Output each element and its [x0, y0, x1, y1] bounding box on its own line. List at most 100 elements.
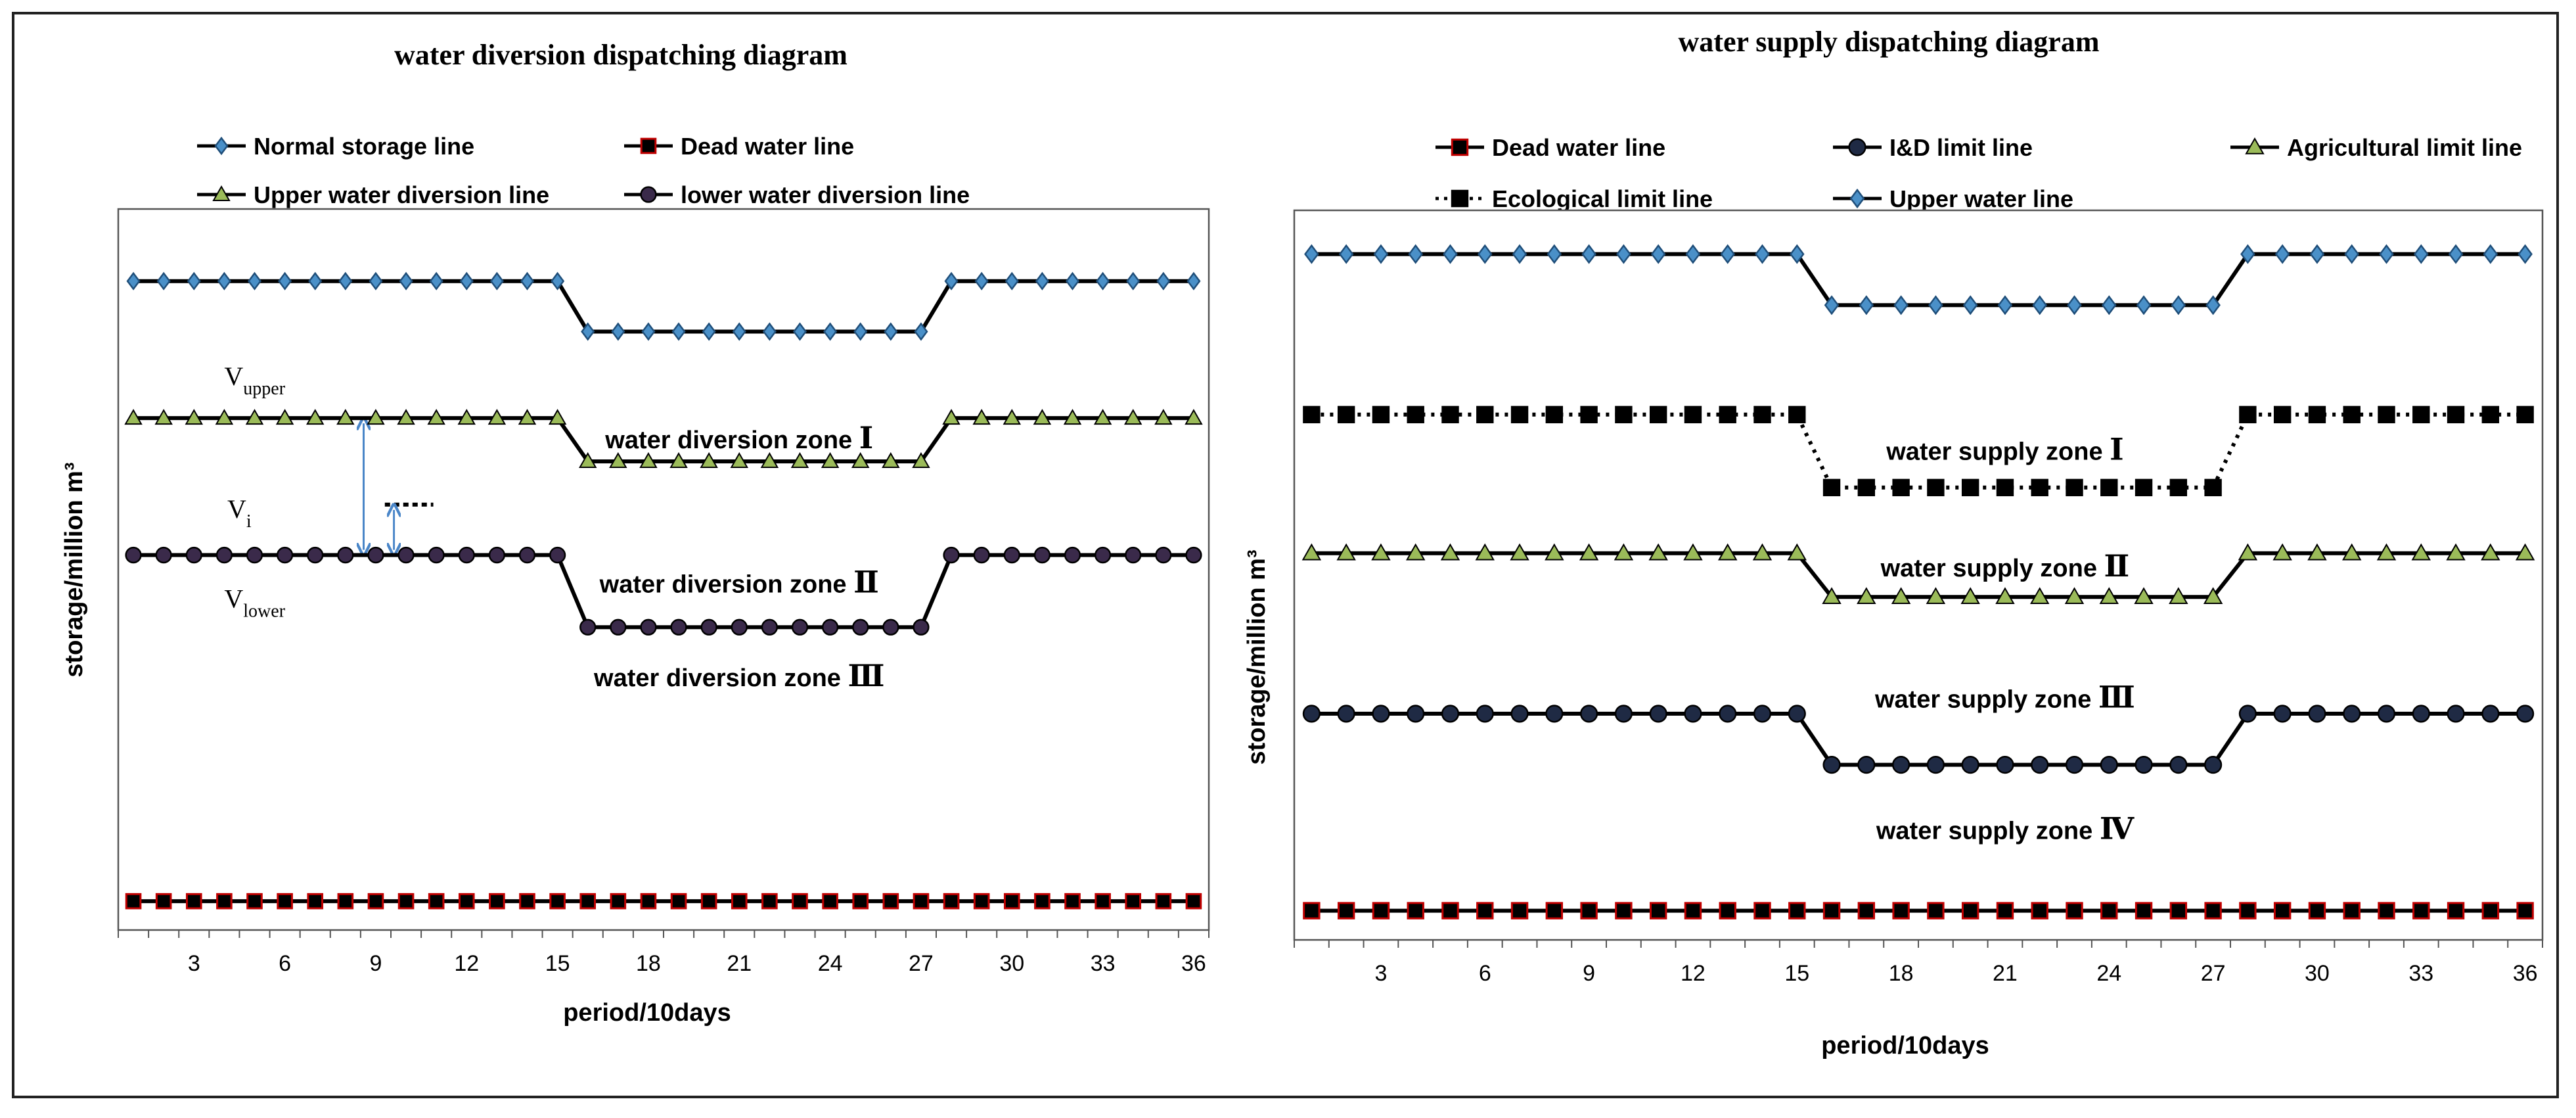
data-point-dead-water-line — [2135, 902, 2153, 920]
data-point-agricultural-limit-line — [1510, 543, 1529, 561]
zone-label-text: water diversion zone — [593, 664, 847, 692]
data-point-lower-water-diversion-line — [610, 618, 627, 636]
data-point-lower-water-diversion-line — [428, 546, 445, 564]
data-point-upper-water-line — [2413, 244, 2429, 264]
data-point-ecological-limit-line — [1788, 406, 1806, 423]
data-point-upper-water-line — [1616, 244, 1631, 264]
data-point-dead-water-line — [2516, 902, 2534, 920]
data-point-agricultural-limit-line — [2029, 587, 2050, 605]
data-point-lower-water-diversion-line — [943, 546, 960, 564]
data-point-dead-water-line — [822, 893, 838, 910]
data-point-dead-water-line — [1510, 902, 1529, 920]
data-point-normal-storage-line — [520, 271, 535, 291]
data-point-ecological-limit-line — [2031, 478, 2048, 496]
data-point-dead-water-line — [1927, 902, 1945, 920]
data-point-ecological-limit-line — [2273, 406, 2292, 423]
data-point-agricultural-limit-line — [1891, 587, 1911, 605]
legend-label-agricultural-limit-line: Agricultural limit line — [2287, 134, 2522, 161]
x-tick-label: 36 — [1181, 951, 1206, 976]
legend-label-dead-water-line: Dead water line — [681, 133, 854, 160]
data-point-lower-water-diversion-line — [549, 546, 566, 564]
x-tick-label: 6 — [1479, 961, 1491, 986]
data-point-iandd-limit-line — [1892, 756, 1910, 774]
legend-swatch-marker-lower-water-diversion-line — [640, 186, 657, 203]
data-point-dead-water-line — [640, 893, 657, 910]
zone-label-text: water supply zone — [1874, 686, 2098, 714]
data-point-ecological-limit-line — [1996, 478, 2014, 496]
x-tick-label: 33 — [2408, 961, 2433, 986]
data-point-upper-water-line — [1685, 244, 1701, 264]
legend-swatch-marker-upper-water-line — [1849, 188, 1865, 209]
data-point-upper-water-line — [1304, 244, 1319, 264]
data-point-lower-water-diversion-line — [882, 618, 899, 636]
data-point-normal-storage-line — [1186, 271, 1201, 291]
x-tick-label: 3 — [188, 951, 200, 976]
legend-swatch-marker-ecological-limit-line — [1451, 189, 1469, 208]
data-point-dead-water-line — [1337, 902, 1355, 920]
data-point-dead-water-line — [943, 893, 960, 910]
data-point-lower-water-diversion-line — [276, 546, 294, 564]
x-tick-label: 24 — [818, 951, 843, 976]
data-point-iandd-limit-line — [2100, 756, 2118, 774]
data-point-iandd-limit-line — [1753, 705, 1772, 723]
data-point-upper-water-diversion-line — [367, 409, 385, 425]
data-point-dead-water-line — [1155, 893, 1172, 910]
data-point-iandd-limit-line — [1684, 705, 1702, 723]
data-point-iandd-limit-line — [2412, 705, 2430, 723]
data-point-dead-water-line — [610, 893, 627, 910]
data-point-agricultural-limit-line — [2099, 587, 2119, 605]
data-point-normal-storage-line — [914, 322, 928, 341]
data-point-dead-water-line — [337, 893, 354, 910]
data-point-iandd-limit-line — [2238, 705, 2257, 723]
data-point-iandd-limit-line — [1788, 705, 1806, 723]
data-point-dead-water-line — [700, 893, 717, 910]
data-point-dead-water-line — [367, 893, 384, 910]
data-point-dead-water-line — [2308, 902, 2326, 920]
data-point-ecological-limit-line — [2135, 478, 2153, 496]
data-point-upper-water-line — [1997, 295, 2013, 315]
data-point-upper-water-line — [1859, 295, 1874, 315]
data-point-agricultural-limit-line — [1405, 543, 1426, 561]
data-point-normal-storage-line — [278, 271, 292, 291]
legend-swatch-marker-iandd-limit-line — [1848, 138, 1866, 156]
data-point-normal-storage-line — [1005, 271, 1019, 291]
zone-label-numeral: Ⅰ — [2110, 432, 2124, 466]
data-point-agricultural-limit-line — [1301, 543, 1322, 561]
data-point-iandd-limit-line — [1614, 705, 1633, 723]
data-point-lower-water-diversion-line — [579, 618, 597, 636]
data-point-iandd-limit-line — [1822, 756, 1841, 774]
data-point-upper-water-diversion-line — [215, 409, 234, 425]
data-point-upper-water-line — [2101, 295, 2117, 315]
data-point-ecological-limit-line — [2239, 406, 2257, 423]
data-point-upper-water-diversion-line — [942, 409, 960, 425]
data-point-lower-water-diversion-line — [246, 546, 263, 564]
data-point-dead-water-line — [579, 893, 597, 910]
zone-label-numeral: Ⅱ — [853, 565, 879, 599]
data-point-lower-water-diversion-line — [337, 546, 354, 564]
zone-label-numeral: Ⅱ — [2104, 549, 2130, 583]
data-point-lower-water-diversion-line — [1125, 546, 1142, 564]
legend-swatch-marker-upper-water-diversion-line — [212, 185, 231, 201]
data-point-dead-water-line — [2169, 902, 2188, 920]
data-point-normal-storage-line — [611, 322, 625, 341]
data-point-dead-water-line — [277, 893, 293, 910]
data-point-upper-water-diversion-line — [487, 409, 507, 425]
data-point-dead-water-line — [1034, 893, 1051, 910]
data-point-normal-storage-line — [429, 271, 443, 291]
data-point-upper-water-line — [1789, 244, 1805, 264]
data-point-ecological-limit-line — [1892, 478, 1910, 496]
data-point-dead-water-line — [549, 893, 566, 910]
data-point-ecological-limit-line — [2447, 406, 2465, 423]
data-point-lower-water-diversion-line — [367, 546, 384, 564]
data-point-iandd-limit-line — [1441, 705, 1460, 723]
diversion-y-axis-label: storage/million m³ — [60, 462, 88, 677]
diversion-series — [124, 271, 1203, 910]
data-point-upper-water-line — [1720, 244, 1736, 264]
data-point-upper-water-line — [1477, 244, 1493, 264]
data-point-iandd-limit-line — [2204, 756, 2223, 774]
data-point-iandd-limit-line — [2516, 705, 2535, 723]
data-point-upper-water-line — [1512, 244, 1527, 264]
data-point-upper-water-diversion-line — [821, 452, 840, 468]
legend-swatch-marker-normal-storage-line — [214, 136, 229, 156]
data-point-ecological-limit-line — [2516, 406, 2534, 423]
